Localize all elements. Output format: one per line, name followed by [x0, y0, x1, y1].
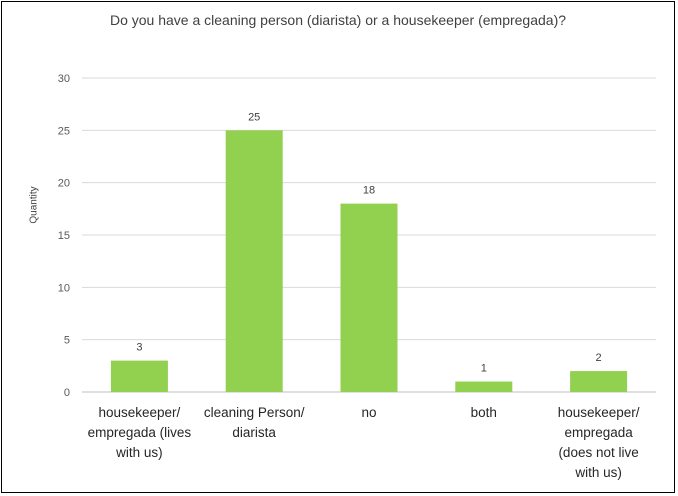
- x-tick-label: housekeeper/ empregada (lives with us): [87, 405, 192, 460]
- data-label: 25: [248, 111, 260, 123]
- bar: [455, 381, 513, 392]
- x-tick-label: no: [361, 405, 377, 420]
- y-tick-label: 10: [58, 282, 70, 294]
- x-tick-label: both: [470, 405, 497, 420]
- data-label: 3: [136, 342, 142, 354]
- y-tick-label: 25: [58, 125, 70, 137]
- data-label: 2: [596, 352, 602, 364]
- data-label: 18: [363, 185, 375, 197]
- y-tick-label: 5: [64, 335, 70, 347]
- y-tick-label: 20: [58, 178, 70, 190]
- y-tick-label: 30: [58, 73, 70, 85]
- bar: [340, 203, 398, 392]
- y-tick-label: 0: [64, 387, 70, 399]
- chart-title: Do you have a cleaning person (diarista)…: [109, 12, 567, 28]
- bar: [110, 360, 168, 392]
- x-tick-label: cleaning Person/ diarista: [203, 405, 305, 440]
- bar: [225, 130, 283, 393]
- y-tick-label: 15: [58, 230, 70, 242]
- bar: [570, 371, 628, 392]
- x-tick-label: housekeeper/ empregada (does not live wi…: [557, 405, 640, 480]
- data-label: 1: [481, 363, 487, 375]
